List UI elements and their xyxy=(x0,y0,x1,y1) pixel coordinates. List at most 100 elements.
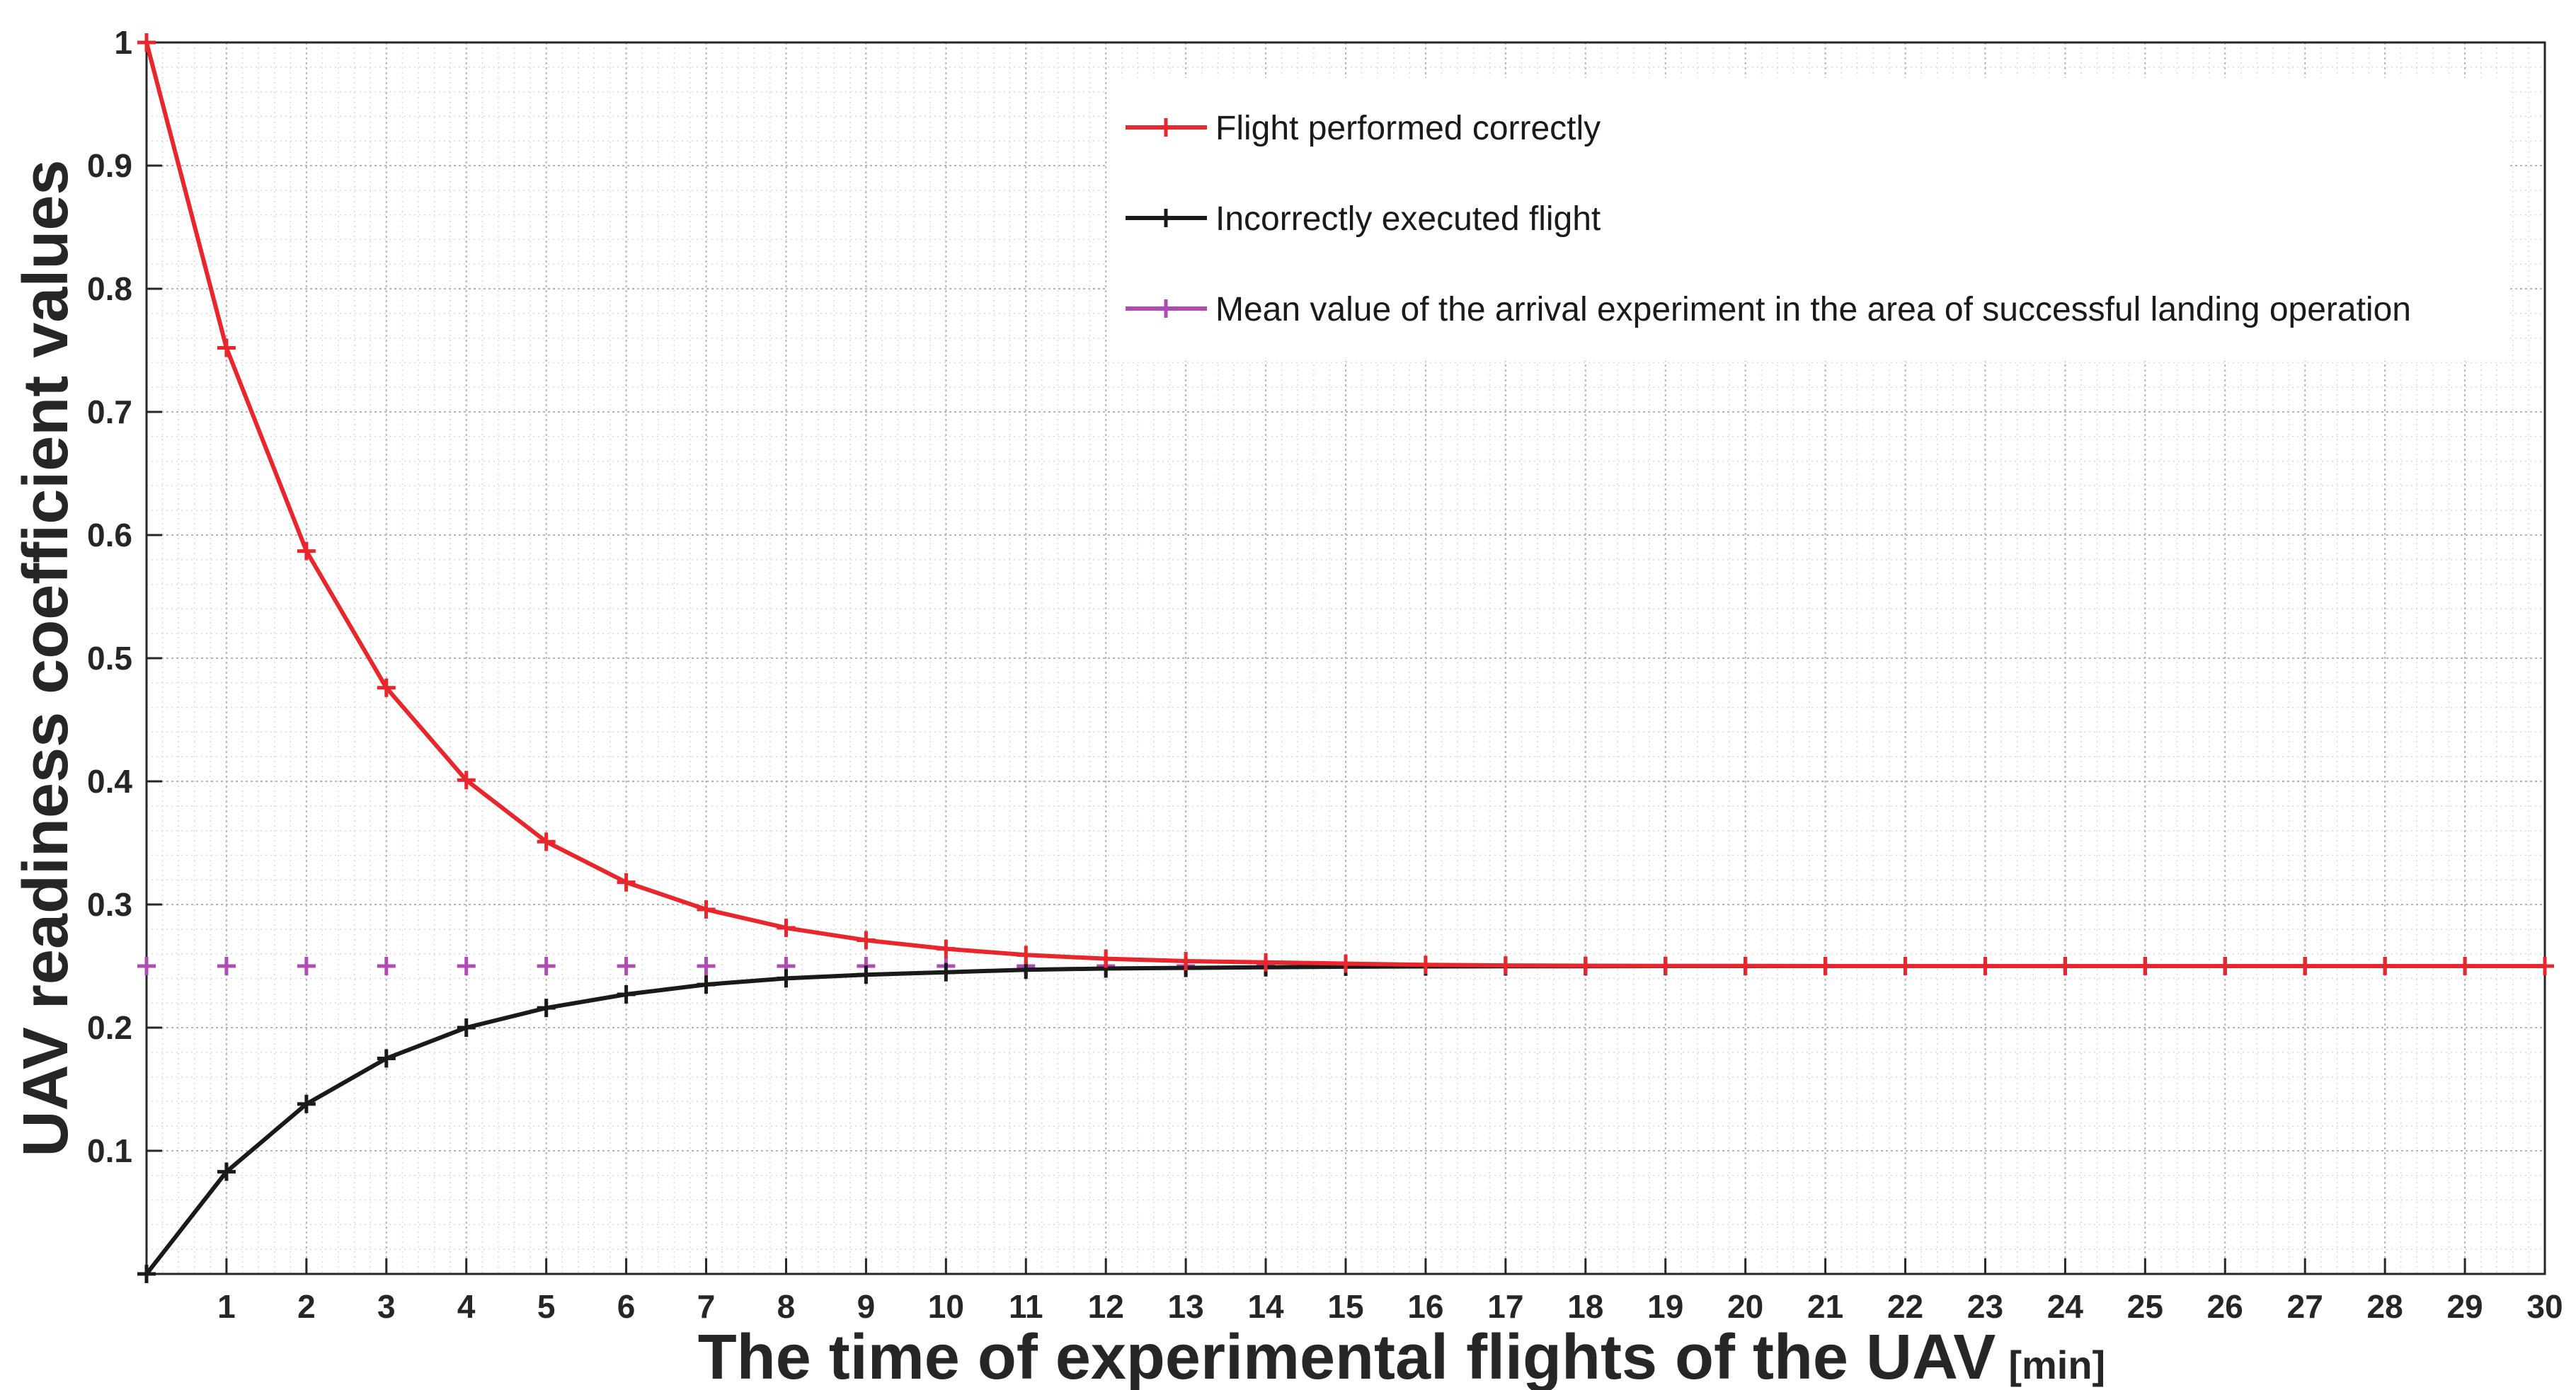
y-tick-label: 0.1 xyxy=(87,1132,132,1169)
data-point xyxy=(537,957,556,975)
data-point xyxy=(297,1094,316,1113)
y-tick-label: 0.6 xyxy=(87,517,132,553)
data-point xyxy=(617,873,636,892)
data-point xyxy=(2056,957,2075,975)
data-point xyxy=(297,541,316,561)
y-tick-label: 1 xyxy=(114,24,132,61)
x-tick-label: 21 xyxy=(1807,1288,1843,1325)
y-tick-label: 0.8 xyxy=(87,270,132,307)
x-axis-unit: [min] xyxy=(2008,1343,2105,1387)
x-tick-labels: 1 2 3 4 5 6 7 8 9 10 11 12 13 14 15 16 17 18 19 20 21 22 23 24 2… xyxy=(217,1288,2563,1325)
x-tick-label: 17 xyxy=(1487,1288,1523,1325)
x-tick-label: 29 xyxy=(2446,1288,2483,1325)
data-point xyxy=(1816,957,1835,975)
legend-label: Incorrectly executed flight xyxy=(1215,200,1601,238)
x-tick-label: 12 xyxy=(1088,1288,1124,1325)
x-axis-title: The time of experimental flights of the … xyxy=(698,1322,2105,1390)
data-point xyxy=(377,678,396,697)
series-layer xyxy=(137,33,2554,1283)
data-point xyxy=(1177,952,1196,971)
legend-item-2: Incorrectly executed flight xyxy=(1126,200,1601,238)
data-point xyxy=(297,957,316,975)
data-point xyxy=(137,957,156,975)
x-tick-label: 6 xyxy=(617,1288,636,1325)
data-point xyxy=(2296,957,2315,975)
x-tick-label: 14 xyxy=(1247,1288,1284,1325)
y-tick-label: 0.5 xyxy=(87,640,132,677)
data-point xyxy=(457,1018,476,1037)
data-point xyxy=(217,338,236,357)
data-point xyxy=(537,832,556,851)
x-tick-label: 1 xyxy=(217,1288,236,1325)
x-tick-label: 15 xyxy=(1327,1288,1363,1325)
x-tick-label: 10 xyxy=(928,1288,964,1325)
x-tick-label: 25 xyxy=(2127,1288,2163,1325)
data-point xyxy=(137,33,156,52)
legend-item-1: Flight performed correctly xyxy=(1126,110,1601,147)
x-tick-label: 9 xyxy=(857,1288,876,1325)
data-point xyxy=(1416,955,1435,975)
legend-item-3: Mean value of the arrival experiment in … xyxy=(1126,291,2411,328)
data-point xyxy=(217,957,236,975)
x-tick-label: 20 xyxy=(1727,1288,1763,1325)
legend-label: Mean value of the arrival experiment in … xyxy=(1215,291,2411,328)
data-point xyxy=(2376,957,2395,975)
series-1 xyxy=(137,33,2554,975)
y-tick-label: 0.4 xyxy=(87,763,132,800)
x-tick-label: 28 xyxy=(2367,1288,2403,1325)
data-point xyxy=(1976,957,1995,975)
data-point xyxy=(1496,956,1515,975)
y-tick-label: 0.3 xyxy=(87,886,132,923)
data-point xyxy=(1576,956,1595,975)
x-tick-label: 7 xyxy=(697,1288,716,1325)
y-tick-label: 0.7 xyxy=(87,394,132,430)
data-point xyxy=(1736,956,1755,975)
data-point xyxy=(217,1162,236,1181)
data-point xyxy=(457,771,476,790)
plot-frame xyxy=(145,41,2546,1275)
y-tick-label: 0.9 xyxy=(87,147,132,184)
data-point xyxy=(537,999,556,1018)
data-point xyxy=(1017,946,1036,965)
x-tick-label: 11 xyxy=(1009,1288,1043,1325)
data-point xyxy=(377,957,396,975)
data-point xyxy=(857,931,876,950)
legend-box xyxy=(1108,78,2509,361)
x-tick-label: 5 xyxy=(537,1288,556,1325)
data-point xyxy=(2536,957,2554,975)
x-tick-label: 13 xyxy=(1168,1288,1204,1325)
data-point xyxy=(1097,949,1116,968)
data-point xyxy=(377,1049,396,1068)
data-point xyxy=(1896,957,1915,975)
x-tick-label: 26 xyxy=(2207,1288,2243,1325)
data-point xyxy=(617,985,636,1004)
data-point xyxy=(137,1265,156,1283)
data-point xyxy=(777,919,796,938)
x-tick-label: 19 xyxy=(1647,1288,1683,1325)
x-tick-label: 8 xyxy=(777,1288,796,1325)
data-point xyxy=(857,965,876,984)
x-tick-label: 16 xyxy=(1407,1288,1443,1325)
data-point xyxy=(937,963,956,982)
data-point xyxy=(777,969,796,988)
data-point xyxy=(2136,957,2155,975)
y-tick-labels: 0.1 0.2 0.3 0.4 0.5 0.6 0.7 0.8 0.9 1 xyxy=(87,24,132,1169)
x-tick-label: 4 xyxy=(457,1288,476,1325)
data-point xyxy=(937,939,956,958)
data-point xyxy=(697,975,716,994)
x-axis-title-text: The time of experimental flights of the … xyxy=(698,1322,1996,1390)
x-tick-label: 30 xyxy=(2526,1288,2563,1325)
x-tick-label: 24 xyxy=(2047,1288,2084,1325)
y-axis-title: UAV readiness coefficient values xyxy=(11,160,81,1157)
data-point xyxy=(2456,957,2475,975)
legend: Flight performed correctly Incorrectly ex… xyxy=(1108,78,2509,361)
data-point xyxy=(1656,956,1675,975)
x-tick-label: 27 xyxy=(2287,1288,2323,1325)
legend-label: Flight performed correctly xyxy=(1215,110,1601,147)
x-tick-label: 23 xyxy=(1967,1288,2003,1325)
x-tick-label: 3 xyxy=(377,1288,396,1325)
data-point xyxy=(617,957,636,975)
data-point xyxy=(697,957,716,975)
data-point xyxy=(697,900,716,919)
